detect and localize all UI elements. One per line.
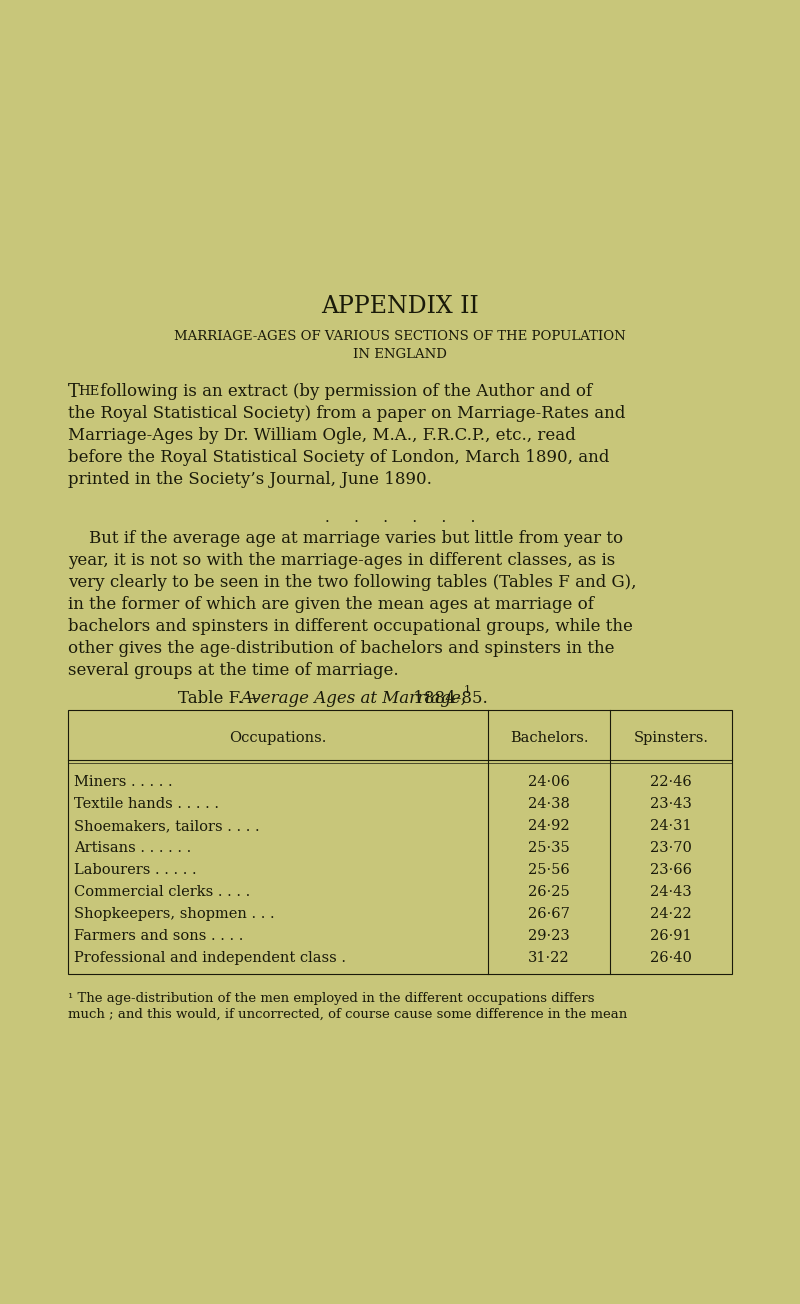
Text: Textile hands . . . . .: Textile hands . . . . . [74,797,219,811]
Text: Bachelors.: Bachelors. [510,732,588,745]
Text: 1884-85.: 1884-85. [408,690,488,707]
Text: 25·35: 25·35 [528,841,570,855]
Text: other gives the age-distribution of bachelors and spinsters in the: other gives the age-distribution of bach… [68,640,614,657]
Text: very clearly to be seen in the two following tables (Tables F and G),: very clearly to be seen in the two follo… [68,574,637,591]
Text: much ; and this would, if uncorrected, of course cause some difference in the me: much ; and this would, if uncorrected, o… [68,1008,627,1021]
Text: 26·25: 26·25 [528,885,570,898]
Text: Table F.—: Table F.— [178,690,259,707]
Text: printed in the Society’s Journal, June 1890.: printed in the Society’s Journal, June 1… [68,471,432,488]
Text: Farmers and sons . . . .: Farmers and sons . . . . [74,928,243,943]
Text: Professional and independent class .: Professional and independent class . [74,951,346,965]
Text: Commercial clerks . . . .: Commercial clerks . . . . [74,885,250,898]
Text: the Royal Statistical Society) from a paper on Marriage-Rates and: the Royal Statistical Society) from a pa… [68,406,626,422]
Text: 22·46: 22·46 [650,775,692,789]
Text: 25·56: 25·56 [528,863,570,878]
Text: 23·70: 23·70 [650,841,692,855]
Text: Shopkeepers, shopmen . . .: Shopkeepers, shopmen . . . [74,908,274,921]
Text: Spinsters.: Spinsters. [634,732,709,745]
Text: MARRIAGE-AGES OF VARIOUS SECTIONS OF THE POPULATION: MARRIAGE-AGES OF VARIOUS SECTIONS OF THE… [174,330,626,343]
Text: Shoemakers, tailors . . . .: Shoemakers, tailors . . . . [74,819,260,833]
Text: bachelors and spinsters in different occupational groups, while the: bachelors and spinsters in different occ… [68,618,633,635]
Text: year, it is not so with the marriage-ages in different classes, as is: year, it is not so with the marriage-age… [68,552,615,569]
Text: 24·38: 24·38 [528,797,570,811]
Text: in the former of which are given the mean ages at marriage of: in the former of which are given the mea… [68,596,594,613]
Text: 24·06: 24·06 [528,775,570,789]
Text: T: T [68,383,80,402]
Text: 24·43: 24·43 [650,885,692,898]
Text: Average Ages at Marriage,: Average Ages at Marriage, [240,690,466,707]
Text: 1: 1 [464,685,471,695]
Text: 29·23: 29·23 [528,928,570,943]
Text: 24·31: 24·31 [650,819,692,833]
Text: Occupations.: Occupations. [230,732,326,745]
Text: 26·91: 26·91 [650,928,692,943]
Text: 23·43: 23·43 [650,797,692,811]
Text: Marriage-Ages by Dr. William Ogle, M.A., F.R.C.P., etc., read: Marriage-Ages by Dr. William Ogle, M.A.,… [68,426,576,443]
Text: But if the average age at marriage varies but little from year to: But if the average age at marriage varie… [68,529,623,546]
Text: 23·66: 23·66 [650,863,692,878]
Text: Labourers . . . . .: Labourers . . . . . [74,863,197,878]
Text: HE: HE [78,385,99,398]
Text: 26·40: 26·40 [650,951,692,965]
Text: several groups at the time of marriage.: several groups at the time of marriage. [68,662,398,679]
Text: Artisans . . . . . .: Artisans . . . . . . [74,841,191,855]
Text: before the Royal Statistical Society of London, March 1890, and: before the Royal Statistical Society of … [68,449,610,466]
Text: 24·92: 24·92 [528,819,570,833]
Text: .     .     .     .     .     .: . . . . . . [325,511,475,526]
Text: 26·67: 26·67 [528,908,570,921]
Text: APPENDIX II: APPENDIX II [321,295,479,318]
Text: 24·22: 24·22 [650,908,692,921]
Text: ¹ The age-distribution of the men employed in the different occupations differs: ¹ The age-distribution of the men employ… [68,992,594,1005]
Bar [68,709,732,974]
Text: 31·22: 31·22 [528,951,570,965]
Text: following is an extract (by permission of the Author and of: following is an extract (by permission o… [95,383,592,400]
Text: IN ENGLAND: IN ENGLAND [353,348,447,361]
Text: Miners . . . . .: Miners . . . . . [74,775,173,789]
